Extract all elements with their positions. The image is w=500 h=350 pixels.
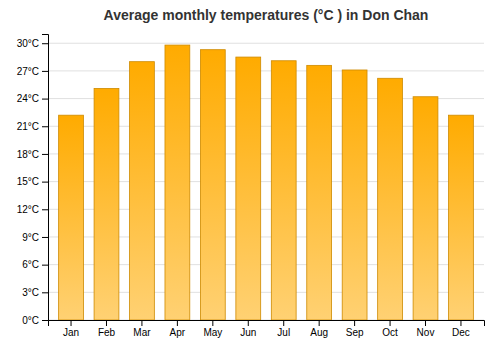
bar: [165, 45, 190, 320]
x-tick: Oct: [382, 320, 398, 338]
x-tick-label: Sep: [346, 327, 364, 338]
y-tick: 30°C: [17, 38, 48, 49]
x-tick-label: Jul: [277, 327, 290, 338]
grid: [48, 43, 484, 320]
x-tick: Aug: [310, 320, 328, 338]
x-tick: Jul: [277, 320, 290, 338]
bar: [307, 65, 332, 320]
x-tick-mark: [177, 320, 178, 326]
x-tick-label: Apr: [170, 327, 186, 338]
y-tick-label: 30°C: [17, 38, 39, 49]
x-tick-label: Oct: [382, 327, 398, 338]
y-tick-label: 9°C: [22, 232, 39, 243]
x-tick-label: Aug: [310, 327, 328, 338]
y-tick-label: 6°C: [22, 259, 39, 270]
x-tick-label: Dec: [452, 327, 470, 338]
x-tick-mark: [141, 320, 142, 326]
bar: [200, 50, 225, 320]
x-axis: Jan Feb Mar Apr May Jun Jul Aug Sep Oct Nov Dec: [49, 320, 485, 338]
x-tick: Sep: [346, 320, 364, 338]
x-axis-line: [49, 321, 485, 327]
x-tick: Mar: [133, 320, 151, 338]
x-tick: Apr: [170, 320, 186, 338]
title: Average monthly temperatures (°C ) in Do…: [104, 7, 429, 23]
y-tick-mark: [42, 265, 48, 266]
grid-line: [48, 70, 484, 71]
y-tick: 21°C: [17, 121, 48, 132]
x-tick-mark: [248, 320, 249, 326]
y-tick-mark: [42, 320, 48, 321]
y-tick: 6°C: [22, 259, 48, 270]
bar: [342, 70, 367, 320]
y-tick-label: 0°C: [22, 315, 39, 326]
x-tick-mark: [212, 320, 213, 326]
x-tick-mark: [425, 320, 426, 326]
y-axis: 0°C 3°C 6°C 9°C 12°C 15°C 18°C 21°C 24°C 27°C 30°C: [17, 35, 49, 326]
y-tick-mark: [42, 209, 48, 210]
x-tick-label: Nov: [417, 327, 435, 338]
y-tick: 18°C: [17, 149, 48, 160]
bars: [59, 45, 474, 320]
y-tick: 15°C: [17, 176, 48, 187]
y-axis-line: [42, 35, 49, 321]
y-tick-mark: [42, 292, 48, 293]
y-tick: 0°C: [22, 315, 48, 326]
grid-line: [48, 43, 484, 44]
x-tick: Jun: [240, 320, 256, 338]
y-tick-label: 3°C: [22, 287, 39, 298]
y-tick-label: 18°C: [17, 149, 39, 160]
y-tick: 3°C: [22, 287, 48, 298]
x-tick: Feb: [98, 320, 116, 338]
x-tick: Jan: [63, 320, 79, 338]
y-tick-label: 21°C: [17, 121, 39, 132]
y-tick: 9°C: [22, 232, 48, 243]
y-tick-mark: [42, 99, 48, 100]
y-tick: 24°C: [17, 93, 48, 104]
y-tick-mark: [42, 182, 48, 183]
bar: [378, 78, 403, 320]
x-tick-mark: [71, 320, 72, 326]
bar: [59, 115, 84, 320]
y-tick-mark: [42, 71, 48, 72]
y-tick-mark: [42, 43, 48, 44]
bar: [449, 115, 474, 320]
y-tick-mark: [42, 237, 48, 238]
chart: Jan Feb Mar Apr May Jun Jul Aug Sep Oct Nov Dec 0°C 3…: [0, 0, 500, 350]
x-tick-mark: [390, 320, 391, 326]
bar: [94, 88, 119, 320]
x-tick-mark: [354, 320, 355, 326]
y-tick-label: 12°C: [17, 204, 39, 215]
y-tick-mark: [42, 126, 48, 127]
x-tick-mark: [106, 320, 107, 326]
x-tick: Dec: [452, 320, 470, 338]
x-tick: May: [203, 320, 222, 338]
y-tick: 27°C: [17, 66, 48, 77]
bar: [413, 97, 438, 320]
x-tick: Nov: [417, 320, 435, 338]
bar: [271, 61, 296, 320]
plot: Jan Feb Mar Apr May Jun Jul Aug Sep Oct Nov Dec 0°C 3…: [17, 35, 485, 339]
y-tick-label: 27°C: [17, 66, 39, 77]
x-tick-mark: [283, 320, 284, 326]
bar: [130, 62, 155, 320]
x-tick-mark: [319, 320, 320, 326]
x-tick-label: Jan: [63, 327, 79, 338]
x-tick-label: Feb: [98, 327, 116, 338]
x-tick-mark: [460, 320, 461, 326]
y-tick: 12°C: [17, 204, 48, 215]
y-tick-label: 15°C: [17, 176, 39, 187]
y-tick-mark: [42, 154, 48, 155]
x-tick-label: Mar: [133, 327, 151, 338]
y-tick-label: 24°C: [17, 93, 39, 104]
x-tick-label: Jun: [240, 327, 256, 338]
x-tick-label: May: [203, 327, 222, 338]
bar: [236, 57, 261, 320]
